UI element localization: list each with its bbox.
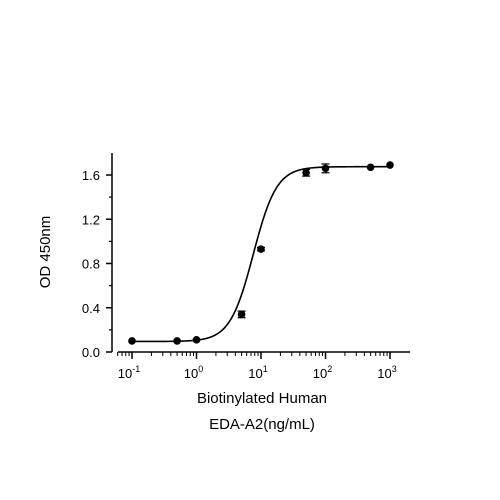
y-tick-label: 0.0 (82, 345, 100, 360)
data-point (302, 168, 310, 177)
data-point (321, 164, 330, 173)
x-axis-label-line-2: EDA-A2(ng/mL) (209, 416, 315, 433)
x-tick-label: 10-1 (118, 364, 140, 381)
axes (111, 153, 410, 353)
x-tick-label: 101 (248, 364, 267, 381)
x-axis-label-line-1: Biotinylated Human (197, 390, 327, 407)
fit-curve (131, 165, 390, 343)
y-ticks: 0.0 0.4 0.8 1.2 1.6 (82, 168, 112, 360)
error-bars (237, 163, 330, 319)
y-tick-label: 1.6 (82, 168, 100, 183)
data-point (366, 163, 375, 172)
x-ticks: 10-1 100 101 102 103 (117, 352, 397, 381)
y-tick-label: 0.4 (82, 301, 100, 316)
data-point (128, 337, 136, 345)
data-point (257, 245, 265, 253)
data-point (386, 161, 394, 169)
x-tick-label: 100 (184, 364, 203, 381)
data-point (237, 310, 246, 319)
data-point (192, 336, 201, 344)
y-tick-label: 0.8 (82, 257, 100, 272)
y-axis-label: OD 450nm (37, 216, 54, 289)
data-point (173, 337, 181, 345)
x-tick-label: 103 (377, 364, 396, 381)
y-tick-label: 1.2 (82, 212, 100, 227)
x-tick-label: 102 (313, 364, 332, 381)
data-points (128, 161, 394, 345)
